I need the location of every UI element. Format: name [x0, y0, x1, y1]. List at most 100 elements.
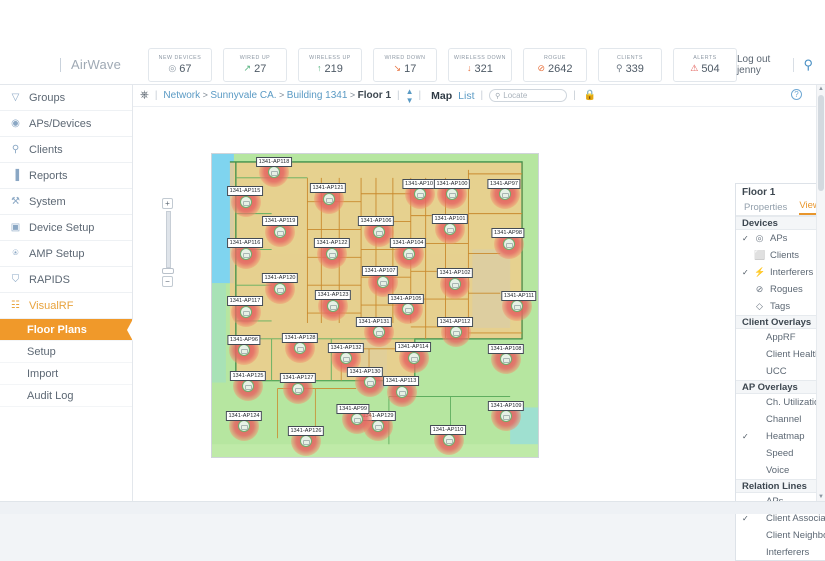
panel-row-client-association[interactable]: ✓ Client Association [736, 510, 825, 527]
ap-icon[interactable] [240, 196, 252, 208]
help-icon[interactable]: ? [791, 89, 802, 100]
ap-icon[interactable] [500, 353, 512, 365]
panel-row-ucc[interactable]: UCC▶ [736, 363, 825, 380]
breadcrumb-item[interactable]: Floor 1 [357, 90, 392, 101]
stat-card[interactable]: WIRELESS UP ↑ 219 [297, 47, 362, 82]
ap-icon[interactable] [402, 303, 414, 315]
ap-label[interactable]: 1341-AP112 [437, 317, 473, 328]
lock-icon[interactable]: 🔒 [583, 90, 597, 101]
ap-icon[interactable] [294, 342, 306, 354]
logout-link[interactable]: Log out jenny [736, 53, 771, 76]
panel-row-ch-utilization[interactable]: Ch. Utilization▶ [736, 394, 825, 411]
ap-label[interactable]: 1341-AP120 [261, 273, 299, 284]
breadcrumb-item[interactable]: Sunnyvale CA. [210, 90, 277, 101]
ap-icon[interactable] [503, 238, 515, 250]
ap-label[interactable]: 1341-AP114 [395, 342, 431, 353]
ap-icon[interactable] [396, 386, 408, 398]
ap-icon[interactable] [443, 434, 455, 446]
checkmark-icon[interactable]: ✓ [742, 268, 749, 277]
ap-icon[interactable] [300, 435, 312, 447]
ap-label[interactable]: 1341-AP110 [430, 425, 466, 436]
ap-icon[interactable] [292, 383, 304, 395]
panel-row-voice[interactable]: Voice▶ [736, 462, 825, 479]
panel-row-client-health[interactable]: Client Health [736, 346, 825, 363]
ap-label[interactable]: 1341-AP124 [225, 411, 263, 422]
map-canvas[interactable]: + − [133, 107, 811, 501]
scroll-up-icon[interactable]: ▲ [818, 86, 824, 92]
ap-label[interactable]: 1341-AP108 [487, 344, 525, 355]
stat-card[interactable]: WIRELESS DOWN ↓ 321 [447, 47, 512, 82]
stat-card[interactable]: WIRED DOWN ↘ 17 [372, 47, 437, 82]
ap-label[interactable]: 1341-AP96 [227, 335, 261, 346]
ap-label[interactable]: 1341-AP101 [431, 214, 469, 225]
sidebar-subitem-import[interactable]: Import [0, 363, 132, 385]
ap-label[interactable]: 1341-AP126 [287, 426, 325, 437]
ap-label[interactable]: 1341-AP132 [327, 343, 365, 354]
breadcrumb-item[interactable]: Network [163, 90, 201, 101]
ap-label[interactable]: 1341-AP10 [402, 179, 436, 190]
ap-label[interactable]: 1341-AP109 [487, 401, 525, 412]
ap-label[interactable]: 1341-AP104 [389, 238, 427, 249]
zoom-out-button[interactable]: − [162, 276, 173, 287]
ap-label[interactable]: 1341-AP130 [346, 367, 384, 378]
checkmark-icon[interactable]: ✓ [742, 234, 749, 243]
ap-label[interactable]: 1341-AP100 [433, 179, 471, 190]
ap-icon[interactable] [274, 283, 286, 295]
ap-label[interactable]: 1341-AP128 [281, 333, 319, 344]
sidebar-item-amp-setup[interactable]: ⍟ AMP Setup [0, 241, 132, 267]
zoom-track[interactable] [165, 211, 171, 268]
ap-icon[interactable] [351, 413, 363, 425]
ap-icon[interactable] [323, 193, 335, 205]
panel-row-clients[interactable]: ⬜Clients▶ [736, 247, 825, 264]
ap-icon[interactable] [414, 188, 426, 200]
sidebar-item-rapids[interactable]: ⛉ RAPIDS [0, 267, 132, 293]
tab-properties[interactable]: Properties [744, 202, 788, 213]
ap-icon[interactable] [364, 376, 376, 388]
panel-row-interferers[interactable]: Interferers [736, 544, 825, 560]
ap-icon[interactable] [274, 226, 286, 238]
ap-icon[interactable] [268, 166, 280, 178]
ap-label[interactable]: 1341-AP107 [361, 266, 399, 277]
ap-label[interactable]: 1341-AP117 [227, 296, 263, 307]
ap-label[interactable]: 1341-AP98 [491, 228, 525, 239]
sidebar-item-groups[interactable]: ▽ Groups [0, 85, 132, 111]
panel-group-devices[interactable]: Devices▲ [736, 216, 825, 230]
ap-label[interactable]: 1341-AP123 [314, 290, 352, 301]
panel-row-apprf[interactable]: AppRF▶ [736, 329, 825, 346]
ap-icon[interactable] [372, 420, 384, 432]
zoom-thumb[interactable] [162, 268, 174, 274]
sidebar-item-system[interactable]: ⚒ System [0, 189, 132, 215]
ap-icon[interactable] [238, 420, 250, 432]
sidebar-subitem-setup[interactable]: Setup [0, 341, 132, 363]
ap-label[interactable]: 1341-AP127 [279, 373, 317, 384]
ap-icon[interactable] [446, 188, 458, 200]
ap-icon[interactable] [444, 223, 456, 235]
ap-label[interactable]: 1341-AP99 [336, 404, 370, 415]
panel-row-client-neighbors[interactable]: Client Neighbors [736, 527, 825, 544]
ap-icon[interactable] [403, 248, 415, 260]
ap-label[interactable]: 1341-AP119 [262, 216, 298, 227]
ap-icon[interactable] [450, 326, 462, 338]
zoom-in-button[interactable]: + [162, 198, 173, 209]
sidebar-item-reports[interactable]: ▐ Reports [0, 163, 132, 189]
ap-label[interactable]: 1341-AP106 [357, 216, 395, 227]
stat-card[interactable]: CLIENTS ⚲ 339 [597, 47, 662, 82]
panel-group-ap-overlays[interactable]: AP Overlays▲ [736, 380, 825, 394]
sidebar-item-device-setup[interactable]: ▣ Device Setup [0, 215, 132, 241]
panel-row-channel[interactable]: Channel▶ [736, 411, 825, 428]
page-scrollbar[interactable]: ▲ ▼ [816, 85, 825, 501]
ap-label[interactable]: 1341-AP115 [227, 186, 263, 197]
ap-icon[interactable] [327, 300, 339, 312]
ap-icon[interactable] [408, 352, 420, 364]
sidebar-item-clients[interactable]: ⚲ Clients [0, 137, 132, 163]
ap-icon[interactable] [240, 248, 252, 260]
ap-icon[interactable] [373, 326, 385, 338]
ap-icon[interactable] [240, 306, 252, 318]
layers-icon[interactable]: ⎈ [140, 89, 149, 101]
stat-card[interactable]: ROGUE ⊘ 2642 [522, 47, 587, 82]
ap-label[interactable]: 1341-AP131 [355, 317, 393, 328]
ap-icon[interactable] [340, 352, 352, 364]
panel-group-client-overlays[interactable]: Client Overlays▲ [736, 315, 825, 329]
panel-group-relation-lines[interactable]: Relation Lines▲ [736, 479, 825, 493]
ap-icon[interactable] [500, 410, 512, 422]
